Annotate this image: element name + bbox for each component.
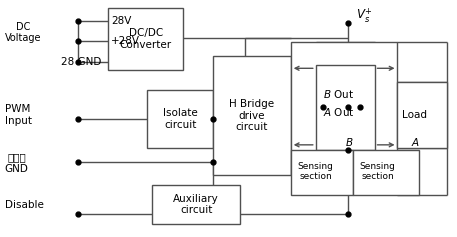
Text: PWM
Input: PWM Input bbox=[5, 104, 32, 126]
Text: $B$: $B$ bbox=[345, 136, 354, 148]
Bar bbox=[316, 65, 375, 150]
Text: H Bridge
drive
circuit: H Bridge drive circuit bbox=[229, 99, 275, 132]
Bar bbox=[291, 150, 353, 195]
Text: Isolate
circuit: Isolate circuit bbox=[163, 108, 197, 130]
Bar bbox=[213, 56, 291, 175]
Bar bbox=[152, 185, 240, 224]
Text: Disable: Disable bbox=[5, 201, 43, 210]
Bar bbox=[398, 82, 447, 148]
Text: Sensing
section: Sensing section bbox=[360, 162, 395, 181]
Text: Sensing
section: Sensing section bbox=[298, 162, 334, 181]
Text: Auxiliary
circuit: Auxiliary circuit bbox=[173, 194, 219, 215]
Bar bbox=[108, 8, 183, 70]
Bar bbox=[291, 42, 398, 175]
Bar bbox=[353, 150, 420, 195]
Text: 28 GND: 28 GND bbox=[60, 57, 101, 67]
Text: DC/DC
Converter: DC/DC Converter bbox=[120, 28, 172, 50]
Text: $A$: $A$ bbox=[411, 136, 420, 148]
Text: $B$ Out: $B$ Out bbox=[323, 88, 354, 100]
Text: 28V: 28V bbox=[112, 16, 132, 26]
Text: 功率地
GND: 功率地 GND bbox=[5, 152, 28, 173]
Bar bbox=[147, 90, 213, 148]
Text: +28V: +28V bbox=[112, 36, 140, 46]
Text: $A$ Out: $A$ Out bbox=[323, 106, 354, 118]
Text: $V_s^{+}$: $V_s^{+}$ bbox=[356, 7, 372, 25]
Text: DC
Voltage: DC Voltage bbox=[5, 22, 41, 43]
Text: Load: Load bbox=[402, 110, 427, 120]
